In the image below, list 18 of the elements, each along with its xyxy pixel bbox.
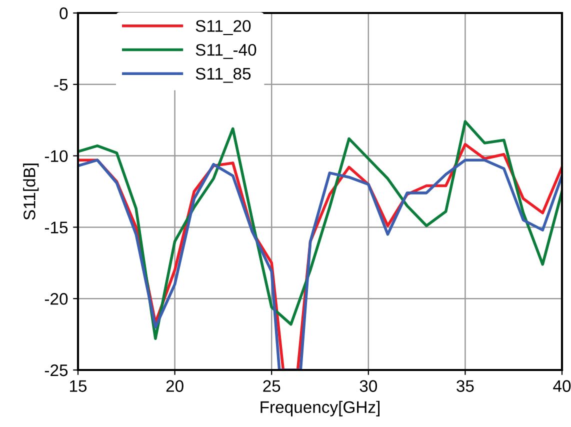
x-tick-label: 15 [70, 380, 87, 392]
y-tick-label: -15 [44, 222, 68, 234]
x-tick-label: 25 [263, 380, 280, 392]
legend-label: S11_20 [196, 20, 251, 36]
line-series [78, 120, 562, 340]
y-tick-label: -20 [44, 293, 68, 305]
x-axis-title: Frequency[GHz] [260, 400, 380, 416]
x-tick-label: 40 [553, 380, 571, 392]
legend-label: S11_85 [196, 68, 251, 83]
y-tick-label: -25 [44, 364, 68, 376]
y-tick-label: -5 [54, 78, 68, 91]
legend-label: S11_-40 [196, 44, 256, 59]
y-tick-label: 0 [60, 7, 68, 20]
y-tick-label: -10 [44, 150, 68, 162]
x-tick-label: 30 [360, 380, 378, 392]
x-tick-label: 35 [456, 380, 474, 392]
y-axis-title: S11[dB] [23, 164, 39, 220]
x-tick-label: 20 [166, 380, 184, 392]
